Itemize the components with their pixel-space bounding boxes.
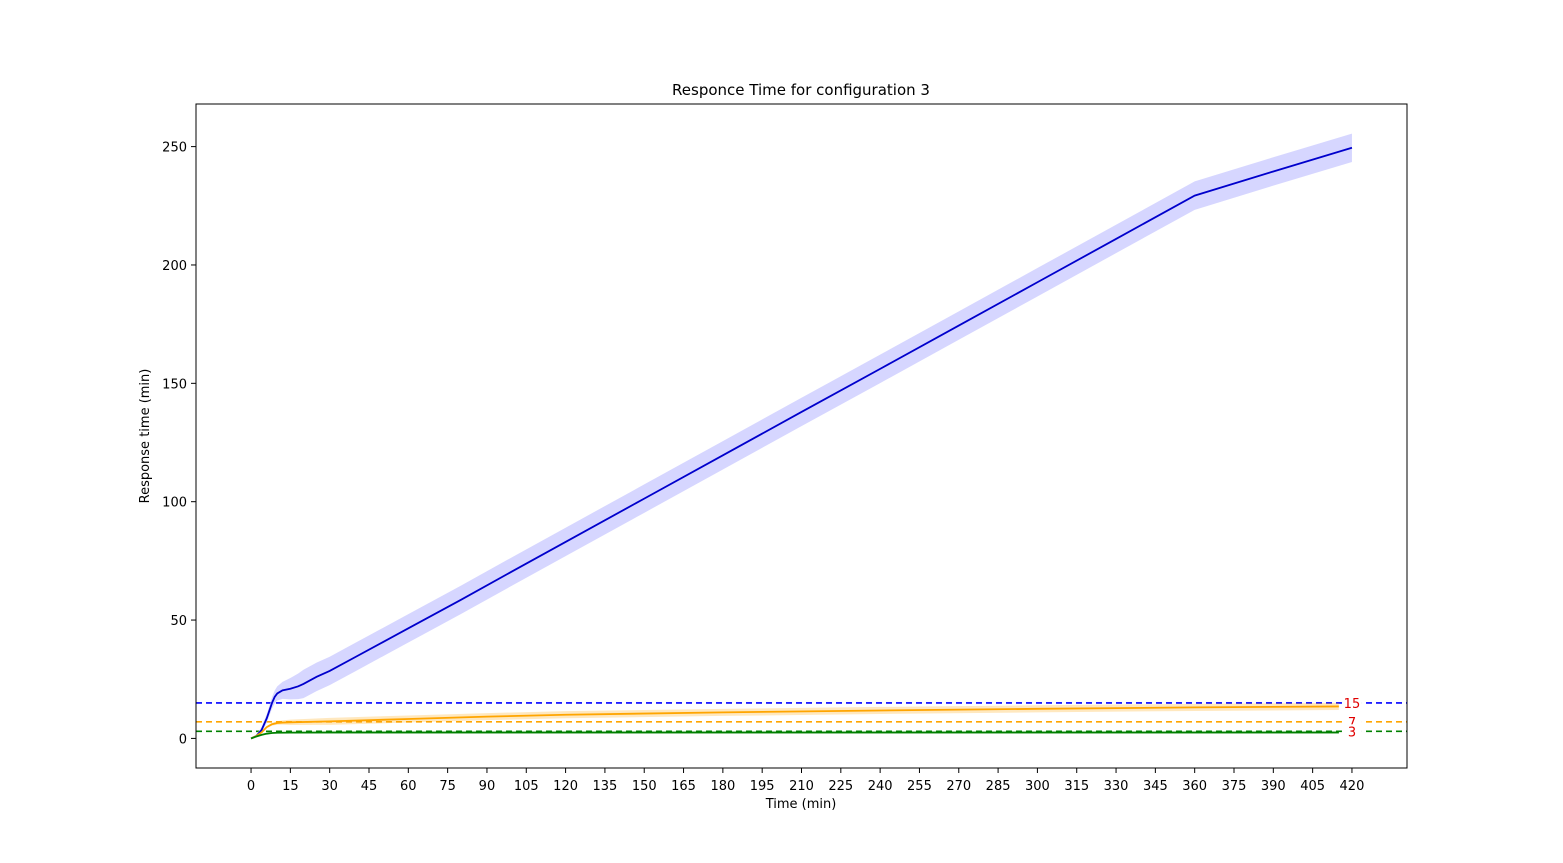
x-tick-label: 0: [247, 779, 255, 794]
y-tick-label: 50: [170, 614, 187, 629]
series-1-band: [251, 702, 1339, 739]
threshold-label-15: 15: [1344, 697, 1361, 712]
x-tick-label: 330: [1104, 779, 1129, 794]
x-tick-label: 150: [632, 779, 657, 794]
x-tick-label: 90: [479, 779, 496, 794]
y-tick-label: 200: [162, 259, 187, 274]
y-tick-label: 0: [179, 732, 187, 747]
x-tick-label: 285: [986, 779, 1011, 794]
x-tick-label: 270: [946, 779, 971, 794]
x-tick-label: 15: [282, 779, 299, 794]
x-tick-label: 240: [868, 779, 893, 794]
threshold-label-bg-3: [1341, 724, 1362, 739]
y-tick-label: 250: [162, 141, 187, 156]
chart-title: Responce Time for configuration 3: [672, 81, 930, 99]
threshold-label-3: 3: [1348, 725, 1356, 740]
y-tick-label: 150: [162, 377, 187, 392]
series-2-line: [250, 731, 1339, 740]
x-tick-label: 375: [1222, 779, 1247, 794]
x-tick-label: 300: [1025, 779, 1050, 794]
series-1-line: [250, 705, 1339, 740]
x-tick-label: 75: [439, 779, 456, 794]
x-tick-label: 390: [1261, 779, 1286, 794]
x-tick-label: 315: [1064, 779, 1089, 794]
y-axis-label: Response time (min): [138, 369, 153, 504]
x-tick-label: 45: [361, 779, 378, 794]
x-tick-label: 165: [671, 779, 696, 794]
x-tick-label: 210: [789, 779, 814, 794]
x-tick-label: 180: [710, 779, 735, 794]
x-tick-label: 60: [400, 779, 417, 794]
x-tick-label: 255: [907, 779, 932, 794]
series-0-band: [251, 133, 1352, 739]
x-axis-label: Time (min): [765, 797, 837, 812]
x-tick-label: 195: [750, 779, 775, 794]
x-axis: 0 15 30 45 60 75 90 105 120 135 150 165 180 195 210 225…: [247, 768, 1364, 794]
x-tick-label: 225: [828, 779, 853, 794]
y-axis: 0 50 100 150 200 250: [162, 141, 196, 747]
x-tick-label: 360: [1182, 779, 1207, 794]
x-tick-label: 405: [1300, 779, 1325, 794]
x-tick-label: 105: [514, 779, 539, 794]
plot-frame: [195, 103, 1408, 769]
x-tick-label: 120: [553, 779, 578, 794]
threshold-label-bg-15: [1341, 695, 1362, 710]
x-tick-label: 345: [1143, 779, 1168, 794]
x-tick-label: 30: [321, 779, 338, 794]
x-tick-label: 135: [592, 779, 617, 794]
threshold-label-7: 7: [1348, 716, 1356, 731]
x-tick-label: 420: [1340, 779, 1365, 794]
series-0-line: [250, 146, 1353, 740]
y-tick-label: 100: [162, 496, 187, 511]
